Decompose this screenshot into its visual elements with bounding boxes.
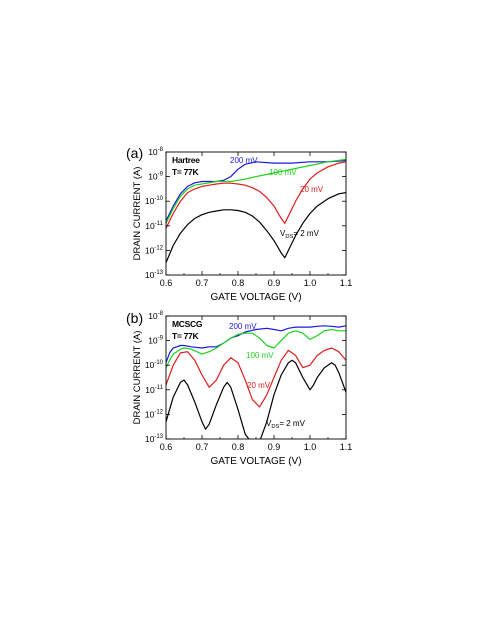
y-tick-label: 10-10 (145, 360, 164, 370)
panel-a: 0.6 0.7 0.8 0.9 1.0 1.1 10-13 10-12 10-11 10-10 10… (126, 145, 352, 303)
y-tick-label: 10-13 (145, 270, 164, 280)
series-label-2: 20 mV (300, 185, 324, 194)
y-tick-label: 10-12 (145, 409, 164, 419)
y-tick-label: 10-8 (148, 147, 163, 157)
series-label-2: 20 mV (247, 381, 271, 390)
x-tick-label: 1.1 (340, 442, 353, 452)
series-line-3 (166, 192, 346, 263)
annotation-text: Hartree (172, 155, 200, 165)
series-line-0 (166, 325, 346, 363)
series-line-3 (166, 359, 346, 439)
x-tick-label: 1.0 (304, 442, 317, 452)
x-tick-label: 0.8 (232, 442, 245, 452)
y-tick-label: 10-10 (145, 196, 164, 206)
x-tick-label: 0.9 (268, 278, 281, 288)
y-tick-label: 10-13 (145, 434, 164, 444)
series-label-3: VDS= 2 mV (280, 229, 320, 240)
series-label-1: 100 mV (246, 351, 274, 360)
panel-label: (a) (126, 145, 143, 161)
series-line-2 (166, 161, 346, 229)
x-tick-label: 0.6 (160, 278, 173, 288)
x-axis-label: GATE VOLTAGE (V) (210, 292, 301, 303)
y-tick-label: 10-11 (145, 221, 163, 231)
panel-label: (b) (126, 310, 143, 326)
annotation-text: T= 77K (172, 167, 199, 177)
series-line-0 (166, 160, 346, 222)
x-tick-label: 0.7 (196, 442, 209, 452)
series-label-0: 200 mV (230, 156, 258, 165)
panel-b: 0.6 0.7 0.8 0.9 1.0 1.1 10-13 10-12 10-11 10-10 10… (126, 310, 352, 467)
annotation-text: T= 77K (172, 331, 199, 341)
annotation-text: MCSCG (172, 319, 203, 329)
series-line-1 (166, 328, 346, 368)
x-tick-label: 0.7 (196, 278, 209, 288)
y-tick-label: 10-11 (145, 385, 163, 395)
y-tick-label: 10-8 (148, 311, 163, 321)
x-axis-label: GATE VOLTAGE (V) (210, 456, 301, 467)
x-tick-label: 0.6 (160, 442, 173, 452)
y-tick-label: 10-9 (148, 336, 163, 346)
y-tick-label: 10-9 (148, 172, 163, 182)
series-label-3: VDS= 2 mV (266, 419, 306, 430)
x-tick-label: 0.8 (232, 278, 245, 288)
series-label-1: 100 mV (269, 168, 297, 177)
y-tick-label: 10-12 (145, 245, 164, 255)
series-line-2 (166, 347, 346, 408)
series-label-0: 200 mV (229, 322, 257, 331)
y-axis-label: DRAIN CURRENT (A) (132, 331, 143, 425)
y-axis-label: DRAIN CURRENT (A) (132, 167, 143, 261)
x-tick-label: 0.9 (268, 442, 281, 452)
series-line-1 (166, 158, 346, 224)
x-tick-label: 1.1 (340, 278, 353, 288)
x-tick-label: 1.0 (304, 278, 317, 288)
